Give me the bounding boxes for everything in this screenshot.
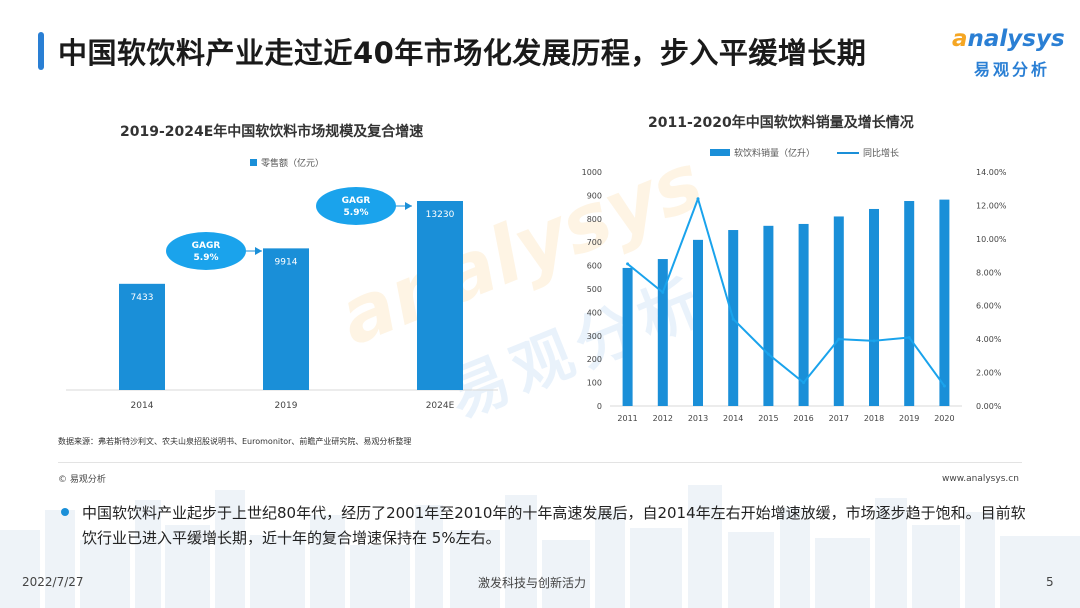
y-left-tick-600: 600 xyxy=(587,262,602,271)
left-chart-title: 2019-2024E年中国软饮料市场规模及复合增速 xyxy=(120,124,424,140)
growth-point-2018 xyxy=(872,339,876,343)
y-left-tick-1000: 1000 xyxy=(582,168,602,177)
y-left-tick-100: 100 xyxy=(587,379,602,388)
sales-bar-2016 xyxy=(798,223,809,406)
y-right-tick-2.00%: 2.00% xyxy=(976,369,1002,378)
right-chart-legend: 软饮料销量（亿升） 同比增长 xyxy=(710,146,899,159)
y-left-tick-800: 800 xyxy=(587,215,602,224)
cagr-arrow-head-2 xyxy=(405,202,412,210)
y-left-tick-0: 0 xyxy=(597,402,602,411)
growth-point-2016 xyxy=(802,381,806,385)
sales-bar-2019 xyxy=(904,201,915,406)
x-tick-label-2019: 2019 xyxy=(275,401,298,411)
footer-slogan: 激发科技与创新活力 xyxy=(478,576,587,590)
city-skyline-background xyxy=(0,485,1080,608)
cagr-label-2: GAGR xyxy=(342,196,371,206)
y-left-tick-700: 700 xyxy=(587,238,602,247)
left-chart-legend: 零售额（亿元） xyxy=(250,156,324,169)
growth-point-2012 xyxy=(661,290,665,294)
x-tick-label-2018: 2018 xyxy=(864,414,884,423)
cagr-value-2: 5.9% xyxy=(344,208,369,218)
left-bar-chart: 7433 2014 9914 2019 13230 2024E GAGR 5.9% GAGR 5.… xyxy=(66,187,498,411)
sales-bar-2011 xyxy=(622,267,633,406)
growth-point-2015 xyxy=(766,352,770,356)
y-left-tick-500: 500 xyxy=(587,285,602,294)
page-title: 中国软饮料产业走过近40年市场化发展历程，步入平缓增长期 xyxy=(58,36,867,70)
cagr-bubble-1 xyxy=(166,232,246,270)
growth-point-2020 xyxy=(942,384,946,388)
logo-letter-a: a xyxy=(952,26,968,52)
title-accent-bar xyxy=(38,32,44,70)
y-right-tick-10.00%: 10.00% xyxy=(976,235,1007,244)
sales-bar-2013 xyxy=(693,239,703,406)
page-number: 5 xyxy=(1046,575,1054,589)
right-chart-title: 2011-2020年中国软饮料销量及增长情况 xyxy=(648,115,914,131)
x-tick-label-2015: 2015 xyxy=(758,414,778,423)
summary-paragraph: 中国软饮料产业起步于上世纪80年代，经历了2001年至2010年的十年高速发展后… xyxy=(82,504,1026,547)
y-right-tick-8.00%: 8.00% xyxy=(976,268,1002,277)
right-legend-line-label: 同比增长 xyxy=(863,149,900,159)
bar-value-label-2014: 7433 xyxy=(131,293,154,303)
x-tick-label-2020: 2020 xyxy=(934,414,954,423)
sales-bar-2018 xyxy=(869,208,879,406)
y-left-tick-400: 400 xyxy=(587,308,602,317)
y-right-tick-12.00%: 12.00% xyxy=(976,201,1007,210)
growth-point-2017 xyxy=(837,337,841,341)
sales-bar-2017 xyxy=(833,216,844,406)
data-source: 数据来源：弗若斯特沙利文、农夫山泉招股说明书、Euromonitor、前瞻产业研… xyxy=(58,437,412,446)
bar-value-label-2024E: 13230 xyxy=(426,210,455,220)
bar-2019 xyxy=(263,248,309,390)
growth-point-2019 xyxy=(907,335,911,339)
growth-point-2011 xyxy=(626,262,630,266)
x-tick-label-2014: 2014 xyxy=(131,401,154,411)
copyright: © 易观分析 xyxy=(58,475,106,485)
x-tick-label-2019: 2019 xyxy=(899,414,919,423)
sales-bar-2012 xyxy=(657,259,668,406)
footer-date: 2022/7/27 xyxy=(22,575,84,589)
legend-swatch-line xyxy=(837,151,860,154)
sales-bar-2020 xyxy=(939,199,950,406)
growth-point-2014 xyxy=(731,317,735,321)
legend-swatch-bar xyxy=(710,149,730,156)
logo-wordmark: analysys xyxy=(952,26,1065,52)
bar-2024E xyxy=(417,201,463,390)
x-tick-label-2011: 2011 xyxy=(617,414,637,423)
x-tick-label-2013: 2013 xyxy=(688,414,708,423)
y-left-tick-200: 200 xyxy=(587,355,602,364)
cagr-arrow-head-1 xyxy=(255,247,262,255)
growth-rate-line xyxy=(626,197,946,387)
sales-bar-2015 xyxy=(763,225,774,406)
y-left-tick-300: 300 xyxy=(587,332,602,341)
divider xyxy=(58,462,1022,463)
x-tick-label-2016: 2016 xyxy=(793,414,813,423)
logo-letters-rest: nalysys xyxy=(967,26,1065,52)
cagr-value-1: 5.9% xyxy=(194,253,219,263)
legend-swatch-bar xyxy=(250,159,257,166)
x-tick-label-2014: 2014 xyxy=(723,414,743,423)
x-tick-label-2012: 2012 xyxy=(653,414,673,423)
y-right-tick-14.00%: 14.00% xyxy=(976,168,1007,177)
y-left-tick-900: 900 xyxy=(587,191,602,200)
cagr-bubble-2 xyxy=(316,187,396,225)
left-legend-label: 零售额（亿元） xyxy=(261,159,325,169)
site-url[interactable]: www.analysys.cn xyxy=(942,474,1019,484)
logo-chinese: 易观分析 xyxy=(974,60,1051,79)
analysys-logo: analysys 易观分析 xyxy=(952,26,1065,82)
right-combo-chart: 0 100 200 300 400 500 600 700 800 900 1000 0.00% 2.0… xyxy=(582,168,1007,423)
y-right-tick-0.00%: 0.00% xyxy=(976,402,1002,411)
right-legend-bar-label: 软饮料销量（亿升） xyxy=(734,149,816,159)
y-right-tick-4.00%: 4.00% xyxy=(976,335,1002,344)
x-tick-label-2017: 2017 xyxy=(829,414,849,423)
bullet-dot xyxy=(61,508,69,516)
bar-value-label-2019: 9914 xyxy=(275,257,298,267)
bar-2014 xyxy=(119,283,165,390)
x-tick-label-2024E: 2024E xyxy=(426,401,455,411)
growth-point-2013 xyxy=(696,197,700,201)
cagr-label-1: GAGR xyxy=(192,241,221,251)
y-right-tick-6.00%: 6.00% xyxy=(976,302,1002,311)
